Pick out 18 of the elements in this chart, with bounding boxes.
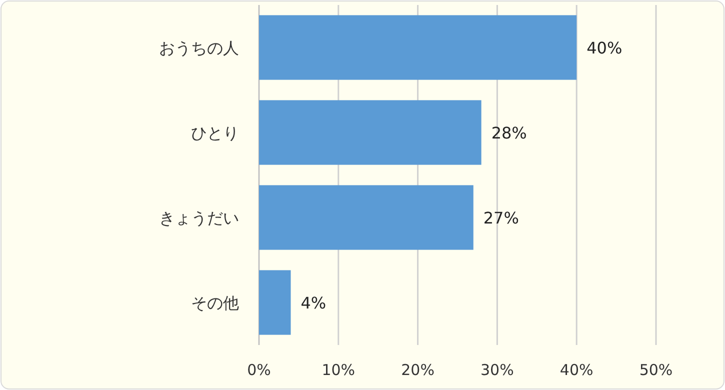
- bar: [259, 15, 577, 80]
- y-tick-label: ひとり: [191, 124, 239, 142]
- y-tick-label: その他: [191, 294, 239, 312]
- data-label: 27%: [483, 208, 519, 228]
- data-label: 28%: [491, 124, 527, 142]
- data-label: 4%: [300, 294, 326, 312]
- data-label: 40%: [586, 38, 622, 58]
- x-tick-label: 50%: [639, 361, 673, 379]
- x-tick-label: 20%: [401, 361, 434, 379]
- x-tick-label: 0%: [247, 361, 271, 379]
- x-tick-label: 30%: [480, 361, 514, 379]
- y-tick-label: おうちの人: [159, 38, 239, 58]
- bar: [259, 185, 474, 250]
- x-tick-label: 10%: [322, 361, 356, 379]
- bar: [259, 270, 291, 335]
- y-tick-label: きょうだい: [159, 208, 239, 228]
- x-tick-label: 40%: [560, 361, 594, 379]
- bar: [259, 100, 482, 165]
